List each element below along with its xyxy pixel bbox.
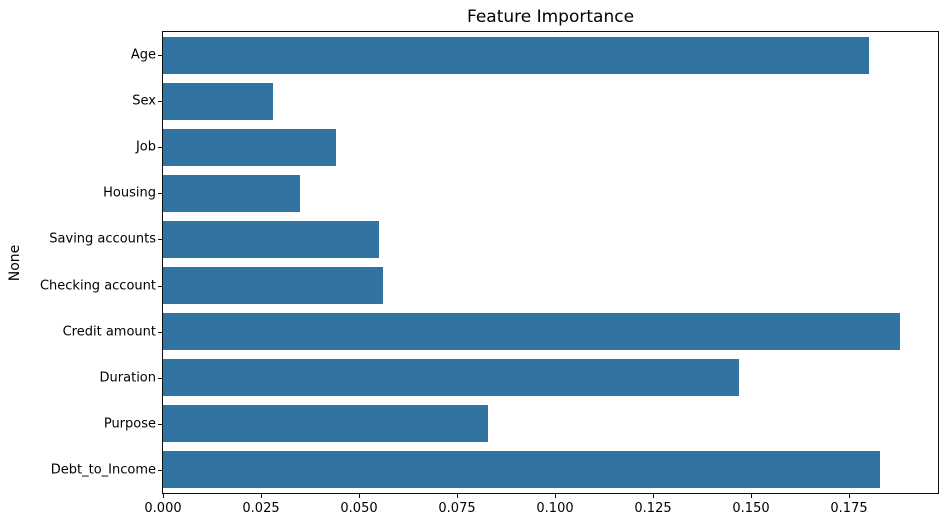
y-tick-label: Purpose	[103, 416, 156, 432]
bar-saving-accounts	[163, 220, 379, 258]
x-tick-label: 0.050	[340, 501, 378, 516]
x-tick-mark	[261, 494, 262, 498]
bar-debt-to-income	[163, 451, 881, 489]
x-tick-mark	[653, 494, 654, 498]
bar-age	[163, 36, 869, 74]
bar-checking-account	[163, 267, 383, 305]
x-tick-mark	[751, 494, 752, 498]
x-tick-mark	[849, 494, 850, 498]
y-tick-label: Job	[135, 139, 156, 155]
y-tick-mark	[158, 332, 162, 333]
x-tick-label: 0.175	[830, 501, 868, 516]
plot-area	[162, 31, 939, 494]
y-tick-mark	[158, 378, 162, 379]
x-tick-mark	[457, 494, 458, 498]
x-tick-mark	[163, 494, 164, 498]
y-tick-mark	[158, 424, 162, 425]
y-tick-label: Sex	[132, 93, 156, 109]
y-tick-label: Saving accounts	[49, 231, 156, 247]
bar-credit-amount	[163, 313, 900, 351]
y-tick-label: Age	[130, 47, 156, 63]
x-tick-mark	[555, 494, 556, 498]
y-tick-label: Housing	[103, 185, 156, 201]
x-tick-label: 0.025	[242, 501, 280, 516]
x-tick-label: 0.150	[732, 501, 770, 516]
y-tick-mark	[158, 470, 162, 471]
bar-purpose	[163, 405, 489, 443]
y-tick-mark	[158, 101, 162, 102]
bar-housing	[163, 174, 301, 212]
y-tick-label: Debt_to_Income	[50, 462, 156, 478]
y-tick-mark	[158, 193, 162, 194]
x-tick-label: 0.100	[536, 501, 574, 516]
y-axis-label: None	[7, 244, 23, 282]
y-tick-mark	[158, 55, 162, 56]
x-tick-mark	[359, 494, 360, 498]
bar-job	[163, 128, 336, 166]
y-tick-label: Credit amount	[62, 324, 156, 340]
x-tick-label: 0.125	[634, 501, 672, 516]
bar-duration	[163, 359, 740, 397]
y-tick-mark	[158, 239, 162, 240]
chart-title: Feature Importance	[466, 7, 635, 27]
x-tick-label: 0.000	[144, 501, 182, 516]
y-tick-label: Duration	[99, 370, 156, 386]
y-tick-mark	[158, 147, 162, 148]
y-tick-label: Checking account	[39, 278, 156, 294]
x-tick-label: 0.075	[438, 501, 476, 516]
y-tick-mark	[158, 286, 162, 287]
bar-sex	[163, 82, 273, 120]
